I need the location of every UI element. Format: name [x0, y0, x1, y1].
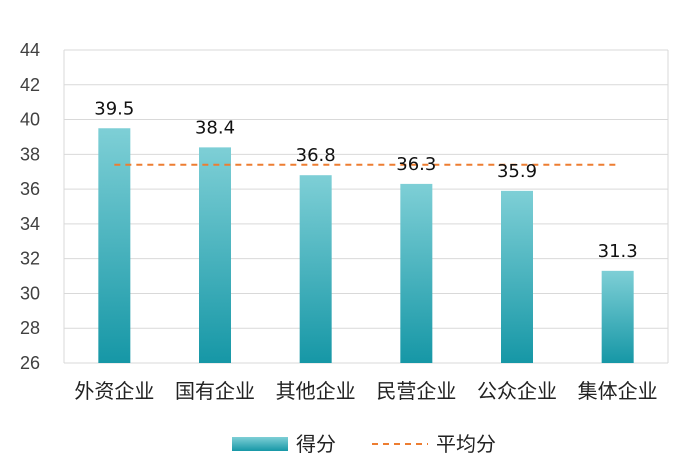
y-axis-ticks: 26 28 30 32 34 36 38 40 42 44 [20, 40, 40, 373]
x-category-label: 国有企业 [175, 379, 255, 403]
y-tick-label: 36 [20, 179, 40, 199]
y-tick-label: 30 [20, 283, 40, 303]
x-category-label: 集体企业 [578, 379, 658, 403]
x-category-label: 外资企业 [74, 379, 154, 403]
y-tick-label: 44 [20, 40, 40, 60]
y-tick-label: 34 [20, 214, 40, 234]
bar [601, 270, 634, 363]
y-tick-label: 38 [20, 144, 40, 164]
data-label: 36.8 [296, 145, 336, 166]
legend-swatch-score [232, 437, 288, 451]
data-label: 35.9 [497, 161, 537, 182]
bars [98, 128, 634, 363]
y-tick-label: 40 [20, 110, 40, 130]
bar [299, 175, 332, 363]
legend-label-average: 平均分 [436, 432, 496, 456]
y-tick-label: 42 [20, 75, 40, 95]
bar [98, 128, 131, 363]
gridlines [63, 49, 669, 364]
bar [501, 190, 533, 363]
data-labels: 39.5 38.4 36.8 36.3 35.9 31.3 [94, 98, 637, 262]
x-category-label: 民营企业 [376, 379, 456, 403]
legend-label-score: 得分 [296, 432, 336, 456]
x-axis-categories: 外资企业 国有企业 其他企业 民营企业 公众企业 集体企业 [74, 379, 657, 403]
legend: 得分 平均分 [232, 432, 496, 456]
x-category-label: 公众企业 [477, 379, 557, 403]
x-category-label: 其他企业 [276, 379, 356, 403]
bar [400, 183, 433, 363]
data-label: 31.3 [598, 241, 638, 262]
y-tick-label: 26 [20, 353, 40, 373]
data-label: 38.4 [195, 117, 235, 138]
data-label: 39.5 [94, 98, 134, 119]
bar [199, 147, 231, 363]
y-tick-label: 32 [20, 249, 40, 269]
data-label: 36.3 [396, 154, 436, 175]
y-tick-label: 28 [20, 318, 40, 338]
